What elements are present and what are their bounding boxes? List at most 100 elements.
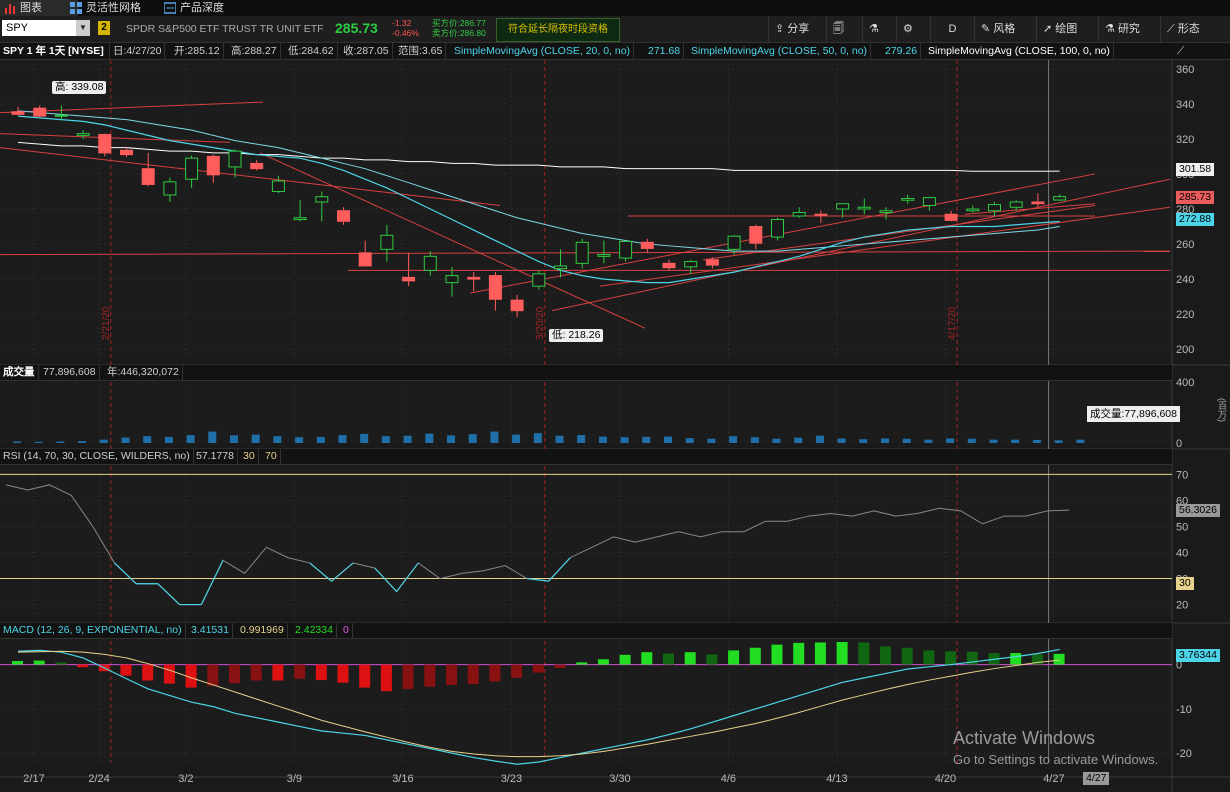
date-tick-label: 4/13	[826, 773, 847, 785]
aggregation-selector[interactable]: D	[930, 16, 974, 42]
candle-body	[163, 181, 177, 196]
volume-bar	[729, 436, 738, 443]
volume-bar	[490, 431, 499, 443]
sma100-label[interactable]: SimpleMovingAvg (CLOSE, 100, 0, no)	[925, 43, 1114, 59]
rsi-label[interactable]: RSI (14, 70, 30, CLOSE, WILDERS, no)	[0, 449, 194, 464]
candle-body	[54, 114, 68, 117]
candle-body	[966, 208, 980, 212]
rsi-badge: 56.3026	[1176, 504, 1220, 517]
rsi-oversold-segment	[548, 557, 571, 582]
watermark-subtitle: Go to Settings to activate Windows.	[953, 752, 1159, 767]
tab-flex-grid[interactable]: 灵活性网格	[66, 0, 176, 16]
chart-tools-icon[interactable]: ⟋	[1177, 45, 1185, 57]
volume-bar	[381, 436, 390, 443]
macd-histogram-bar	[641, 652, 653, 665]
macd-histogram-bar	[446, 664, 457, 685]
candle-body	[771, 219, 784, 238]
candle-body	[814, 213, 828, 216]
candle-body	[11, 111, 25, 115]
macd-histogram-bar	[380, 664, 392, 692]
candle-body	[575, 241, 589, 264]
macd-label[interactable]: MACD (12, 26, 9, EXPONENTIAL, no)	[0, 623, 186, 638]
symbol-toolbar: SPY ▼ 2 SPDR S&P500 ETF TRUST TR UNIT ET…	[0, 16, 1230, 43]
sma20-label[interactable]: SimpleMovingAvg (CLOSE, 20, 0, no)	[451, 43, 635, 59]
tab-product-depth[interactable]: 产品深度	[160, 0, 260, 16]
style-button[interactable]: ✎ 风格	[974, 16, 1032, 42]
candle-body	[358, 252, 372, 267]
volume-pane-header: 成交量 77,896,608 年:446,320,072	[0, 365, 1172, 381]
rsi-ob: 30	[240, 449, 259, 464]
patterns-label: 形态	[1177, 23, 1200, 35]
rsi-tick-label: 50	[1176, 521, 1188, 533]
net-change: -1.32	[392, 18, 412, 28]
macd-tick-label: -20	[1176, 748, 1192, 760]
event-vline-label: 3/20/20	[535, 306, 546, 340]
volume-bar	[815, 435, 824, 443]
macd-histogram-bar	[402, 664, 414, 689]
macd-histogram-bar	[706, 654, 718, 665]
macd-histogram-bar	[1010, 653, 1022, 665]
volume-bar	[946, 438, 955, 443]
style-label: 风格	[993, 23, 1016, 35]
link-group-badge[interactable]: 2	[98, 21, 110, 35]
candle-body	[250, 162, 264, 170]
aggregation-value: D	[948, 23, 957, 35]
drawing-button[interactable]: ➚ 绘图	[1036, 16, 1094, 42]
macd-zero: 0	[340, 623, 353, 638]
macd-histogram-bar	[814, 642, 826, 665]
volume-bar	[273, 436, 282, 443]
axes: 2/17 2/24 3/2 3/9 3/16 3/23 3/30 4/6 4/13 4/20 4/2…	[23, 64, 1194, 785]
chart-settings-button[interactable]: ⚗	[862, 16, 896, 42]
studies-button[interactable]: ⚗ 研究	[1098, 16, 1156, 42]
macd-histogram-bar	[511, 664, 523, 678]
candle-body	[185, 157, 199, 180]
patterns-button[interactable]: ⟋ 形态	[1160, 16, 1230, 42]
macd-histogram-bar	[1053, 653, 1065, 665]
volume-value: 77,896,608	[40, 365, 100, 380]
grid	[0, 60, 1230, 792]
rsi-oversold-segment	[157, 583, 181, 606]
volume-bar	[967, 438, 976, 443]
volume-bar	[1032, 439, 1041, 443]
candle-body	[1009, 201, 1023, 208]
macd-histogram-bar	[901, 647, 913, 665]
macd-histogram-bar	[207, 664, 219, 686]
tab-chart[interactable]: 图表	[0, 0, 78, 16]
sma100-line	[17, 141, 1060, 172]
volume-bar	[78, 441, 87, 443]
macd-badge: 3.76344	[1176, 649, 1220, 662]
bar-low: 低:284.62	[285, 43, 338, 59]
date-tick-label: 3/16	[392, 773, 413, 785]
macd-line	[17, 648, 1060, 765]
candle-body	[315, 196, 329, 203]
bar-date: 日:4/27/20	[110, 43, 166, 59]
volume-unit: (百万)	[1217, 398, 1227, 422]
candle-body	[488, 275, 502, 300]
macd-histogram-bar	[728, 650, 740, 665]
notes-button[interactable]: 🗐	[826, 16, 862, 42]
extended-hours-badge: 符合延长隔夜时段资格	[496, 18, 620, 42]
macd-histogram-bar	[359, 664, 371, 688]
rsi-oversold-segment	[396, 562, 419, 592]
candle-body	[337, 210, 350, 222]
depth-icon	[164, 2, 176, 14]
volume-bar	[164, 436, 173, 443]
settings-button[interactable]: ⚙	[896, 16, 930, 42]
macd-pane-header: MACD (12, 26, 9, EXPONENTIAL, no) 3.4153…	[0, 623, 1172, 639]
rsi-tick-label: 40	[1176, 548, 1188, 560]
tab-label: 产品深度	[180, 2, 224, 14]
candle-body	[879, 210, 893, 214]
candle-body	[988, 204, 1001, 212]
candle-body	[792, 212, 806, 217]
date-tick-label: 3/23	[501, 773, 522, 785]
volume-bar	[555, 435, 564, 443]
chart-area[interactable]: 2/21/20 3/20/20 4/17/20 2/17 2/24 3/2 3/9 3/16…	[0, 60, 1230, 792]
chevron-down-icon[interactable]: ▼	[76, 20, 90, 36]
macd-tick-label: 0	[1176, 660, 1182, 672]
share-button[interactable]: ⇪ 分享	[768, 16, 826, 42]
date-tick-label: 3/9	[287, 773, 302, 785]
volume-bar	[34, 441, 43, 443]
sma50-label[interactable]: SimpleMovingAvg (CLOSE, 50, 0, no)	[688, 43, 872, 59]
symbol-input[interactable]: SPY ▼	[2, 20, 90, 36]
macd-avg: 0.991969	[237, 623, 288, 638]
